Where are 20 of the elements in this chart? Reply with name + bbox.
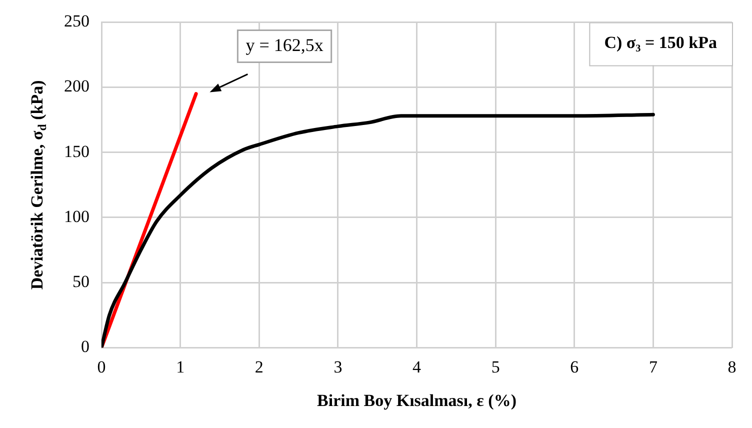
y-tick-label: 150 [64,142,90,161]
x-tick-label: 2 [254,357,264,376]
x-tick-label: 4 [412,357,422,376]
y-tick-label: 0 [81,337,90,356]
y-axis-title: Deviatörik Gerilme, σd (kPa) [27,80,50,290]
x-tick-label: 8 [728,357,736,376]
annotation: y = 162,5x [246,34,324,55]
x-tick-label: 0 [97,357,106,376]
y-tick-label: 200 [64,76,90,96]
x-tick-label: 5 [491,357,500,376]
y-tick-label: 50 [72,272,90,291]
x-tick-label: 6 [570,357,579,376]
x-tick-label: 7 [648,357,658,376]
x-tick-label: 3 [334,357,342,376]
annotation: C) σ₃ = 150 kPa [604,33,718,52]
x-tick-label: 1 [176,357,185,376]
x-axis-title: Birim Boy Kısalması, ε (%) [317,390,516,410]
y-tick-label: 100 [64,206,90,226]
line-series [102,112,655,348]
y-tick-label: 250 [64,12,90,31]
